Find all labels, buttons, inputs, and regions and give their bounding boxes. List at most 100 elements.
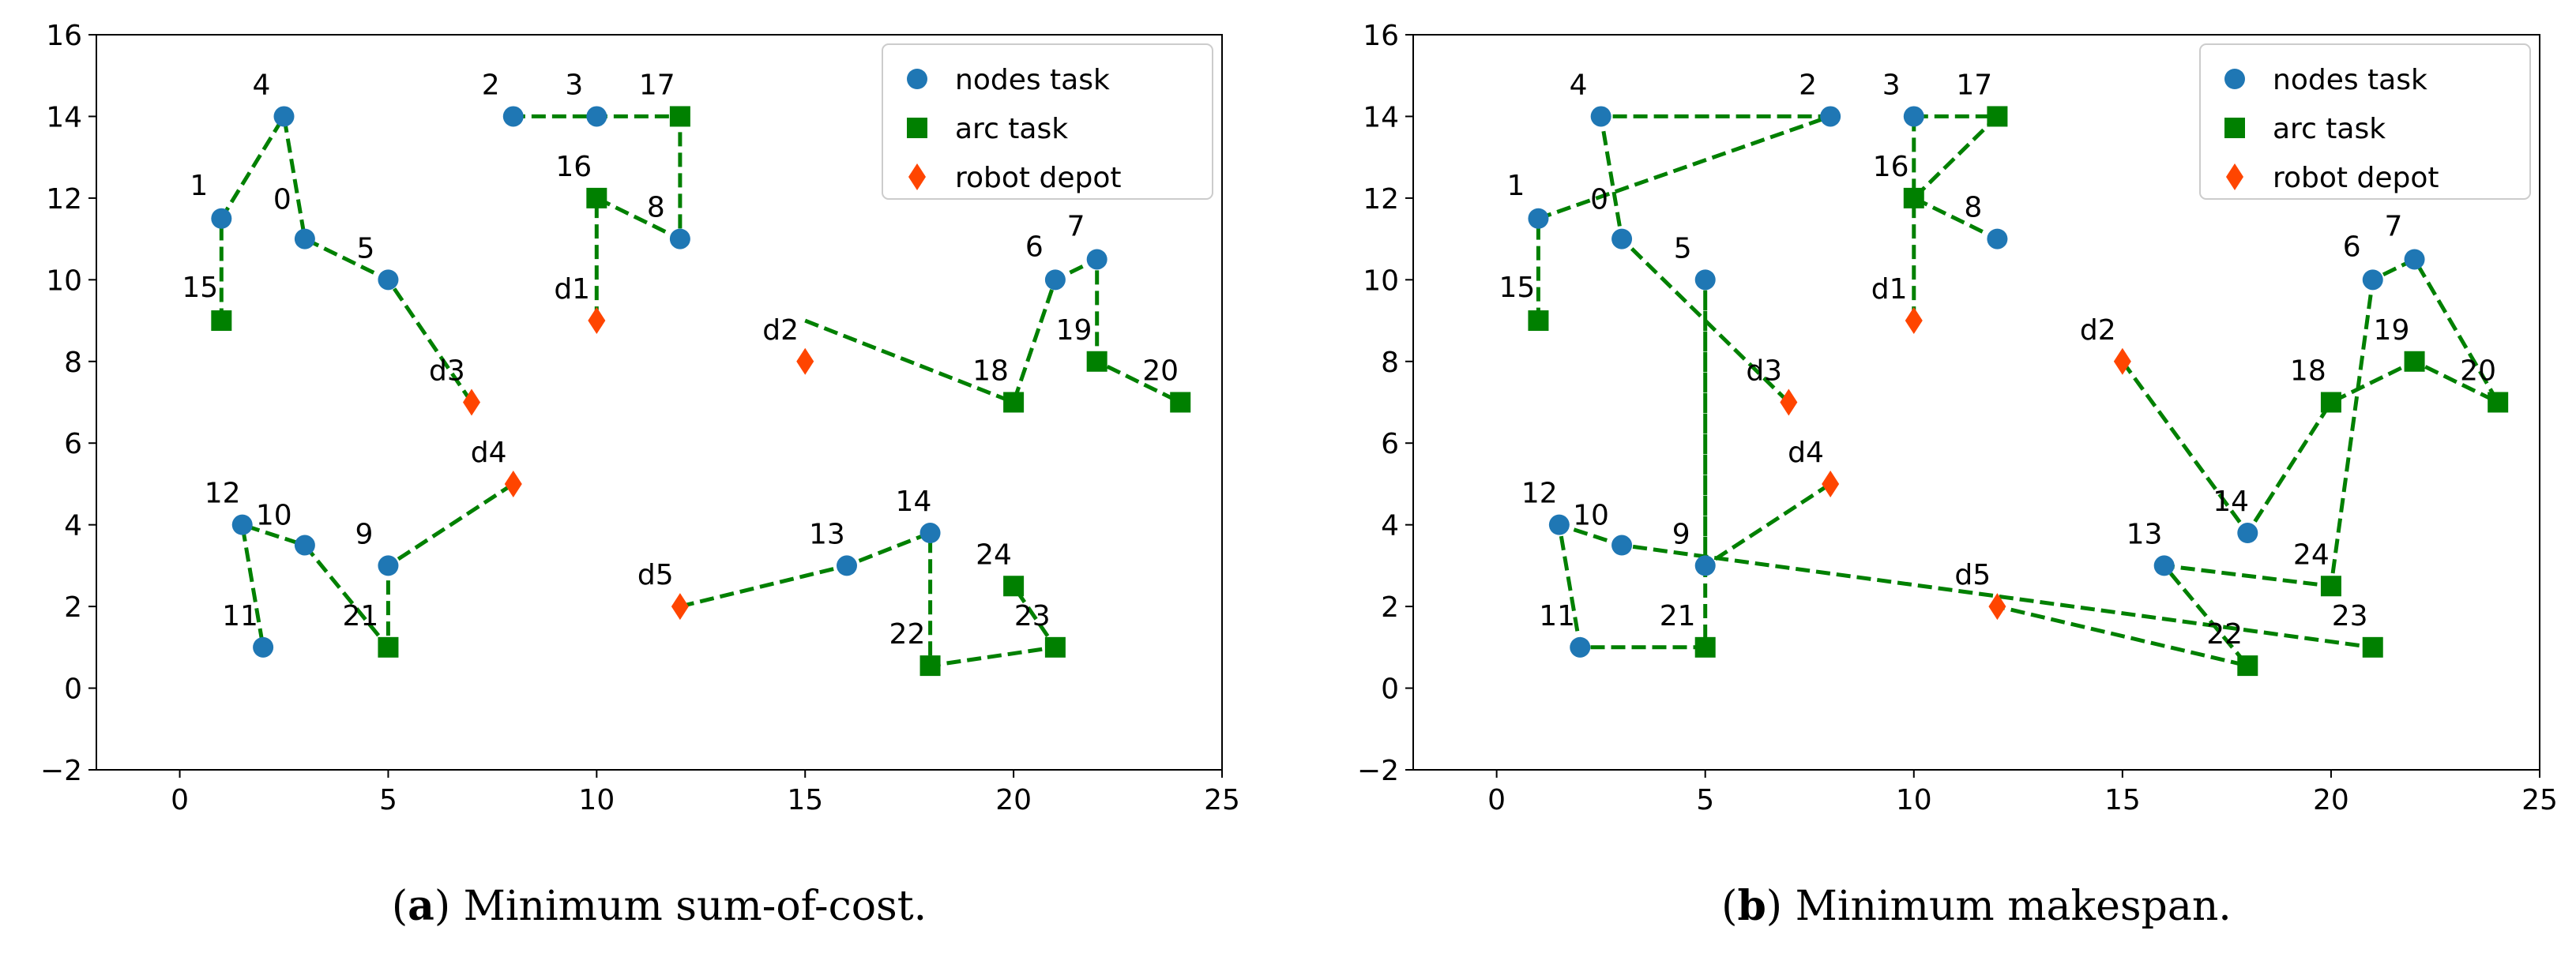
point-label-10: 10 xyxy=(1573,500,1609,532)
legend-box xyxy=(2199,43,2531,200)
diamond-marker-d5 xyxy=(671,593,689,621)
circle-marker-11 xyxy=(253,636,274,658)
point-label-5: 5 xyxy=(1674,232,1692,265)
circle-marker-2 xyxy=(1820,106,1841,127)
point-label-11: 11 xyxy=(222,600,258,632)
y-tick-label: 6 xyxy=(1381,428,1399,460)
circle-marker-2 xyxy=(502,106,524,127)
point-label-18: 18 xyxy=(972,355,1009,388)
square-marker-24 xyxy=(1003,576,1025,597)
axes-frame xyxy=(96,34,1223,771)
square-marker-16 xyxy=(586,187,607,208)
y-tick-label: 12 xyxy=(46,183,82,216)
axes-frame xyxy=(1412,34,2540,771)
square-marker-24 xyxy=(2320,576,2341,597)
diamond-marker-d4 xyxy=(1822,470,1840,497)
point-label-19: 19 xyxy=(1056,314,1092,347)
point-label-15: 15 xyxy=(1499,272,1535,304)
circle-marker-11 xyxy=(1570,636,1591,658)
circle-marker-8 xyxy=(1987,228,2008,250)
square-marker-19 xyxy=(1086,351,1107,372)
square-marker-20 xyxy=(2488,392,2509,413)
point-label-1: 1 xyxy=(1506,170,1525,202)
circle-marker-10 xyxy=(1611,535,1633,556)
y-tick-label: 10 xyxy=(1363,265,1399,297)
y-tick-label: 2 xyxy=(1381,591,1399,624)
point-label-17: 17 xyxy=(1956,69,1992,101)
point-label-11: 11 xyxy=(1539,600,1575,632)
square-marker-18 xyxy=(1003,392,1025,413)
y-tick-label: 4 xyxy=(1381,510,1399,542)
point-label-d2: d2 xyxy=(2080,314,2116,347)
point-label-d3: d3 xyxy=(429,355,465,388)
point-label-d5: d5 xyxy=(1954,559,1991,591)
point-label-5: 5 xyxy=(356,232,374,265)
point-label-d3: d3 xyxy=(1746,355,1782,388)
diamond-marker-d3 xyxy=(1780,388,1798,416)
point-label-0: 0 xyxy=(1590,184,1608,216)
circle-marker-14 xyxy=(919,523,941,544)
legend-arc-icon xyxy=(907,118,927,138)
route-line-route-2 xyxy=(219,111,474,403)
circle-marker-0 xyxy=(294,228,315,250)
y-tick-label: 10 xyxy=(46,265,82,297)
circle-marker-12 xyxy=(1548,514,1570,535)
point-label-14: 14 xyxy=(896,486,932,518)
x-tick-label: 20 xyxy=(995,784,1032,816)
square-marker-22 xyxy=(2237,655,2258,677)
panel-b: 012 345 6789101112131415161718192021222324… xyxy=(1357,20,2558,930)
point-label-d1: d1 xyxy=(1871,273,1908,306)
x-tick-label: 25 xyxy=(1204,784,1240,816)
legend-entry-node: nodes task xyxy=(2273,64,2427,96)
point-label-d4: d4 xyxy=(471,437,507,469)
circle-marker-10 xyxy=(294,535,315,556)
point-label-13: 13 xyxy=(2127,518,2163,550)
circle-marker-7 xyxy=(2404,249,2425,270)
legend-entry-depot: robot depot xyxy=(955,162,1121,194)
diamond-marker-d5 xyxy=(1988,593,2006,621)
square-marker-19 xyxy=(2404,351,2425,372)
point-label-8: 8 xyxy=(1964,192,1982,224)
x-tick-label: 0 xyxy=(171,784,189,816)
y-tick-label: 14 xyxy=(1363,101,1399,133)
point-label-d1: d1 xyxy=(554,273,590,306)
circle-marker-3 xyxy=(586,106,607,127)
point-label-12: 12 xyxy=(205,478,241,510)
route-line-route-4 xyxy=(1996,257,2503,670)
x-tick-label: 10 xyxy=(1896,784,1932,816)
point-label-4: 4 xyxy=(253,69,271,101)
point-label-10: 10 xyxy=(256,500,292,532)
diamond-marker-d3 xyxy=(463,388,480,416)
x-tick-label: 20 xyxy=(2313,784,2349,816)
square-marker-20 xyxy=(1170,392,1191,413)
point-label-7: 7 xyxy=(1067,210,1085,242)
point-label-12: 12 xyxy=(1521,478,1558,510)
x-tick-label: 5 xyxy=(379,784,397,816)
point-label-18: 18 xyxy=(2290,355,2326,388)
y-tick-label: 14 xyxy=(46,101,82,133)
point-label-1: 1 xyxy=(190,170,208,202)
square-marker-16 xyxy=(1903,187,1924,208)
point-label-6: 6 xyxy=(2343,231,2361,263)
circle-marker-5 xyxy=(1694,269,1716,291)
x-tick-label: 15 xyxy=(2104,784,2141,816)
diamond-marker-d2 xyxy=(2113,347,2131,375)
y-tick-label: 8 xyxy=(64,347,82,379)
x-tick-label: 10 xyxy=(578,784,615,816)
caption-b: (b) Minimum makespan. xyxy=(1721,882,2232,930)
circle-marker-14 xyxy=(2237,523,2258,544)
point-label-6: 6 xyxy=(1025,231,1044,263)
circle-marker-4 xyxy=(273,106,295,127)
route-line-route-3 xyxy=(1556,280,2374,650)
route-line-route-2 xyxy=(1536,114,1831,404)
legend-entry-node: nodes task xyxy=(955,64,1110,96)
point-label-16: 16 xyxy=(1873,151,1909,183)
point-label-d5: d5 xyxy=(637,559,674,591)
diamond-marker-d1 xyxy=(588,307,606,335)
point-label-7: 7 xyxy=(2385,210,2403,242)
square-marker-15 xyxy=(211,310,232,332)
panel-a: 012 345 6789101112131415161718192021222324… xyxy=(40,20,1240,930)
point-label-3: 3 xyxy=(1882,69,1901,101)
route-line-route-3 xyxy=(513,114,683,321)
